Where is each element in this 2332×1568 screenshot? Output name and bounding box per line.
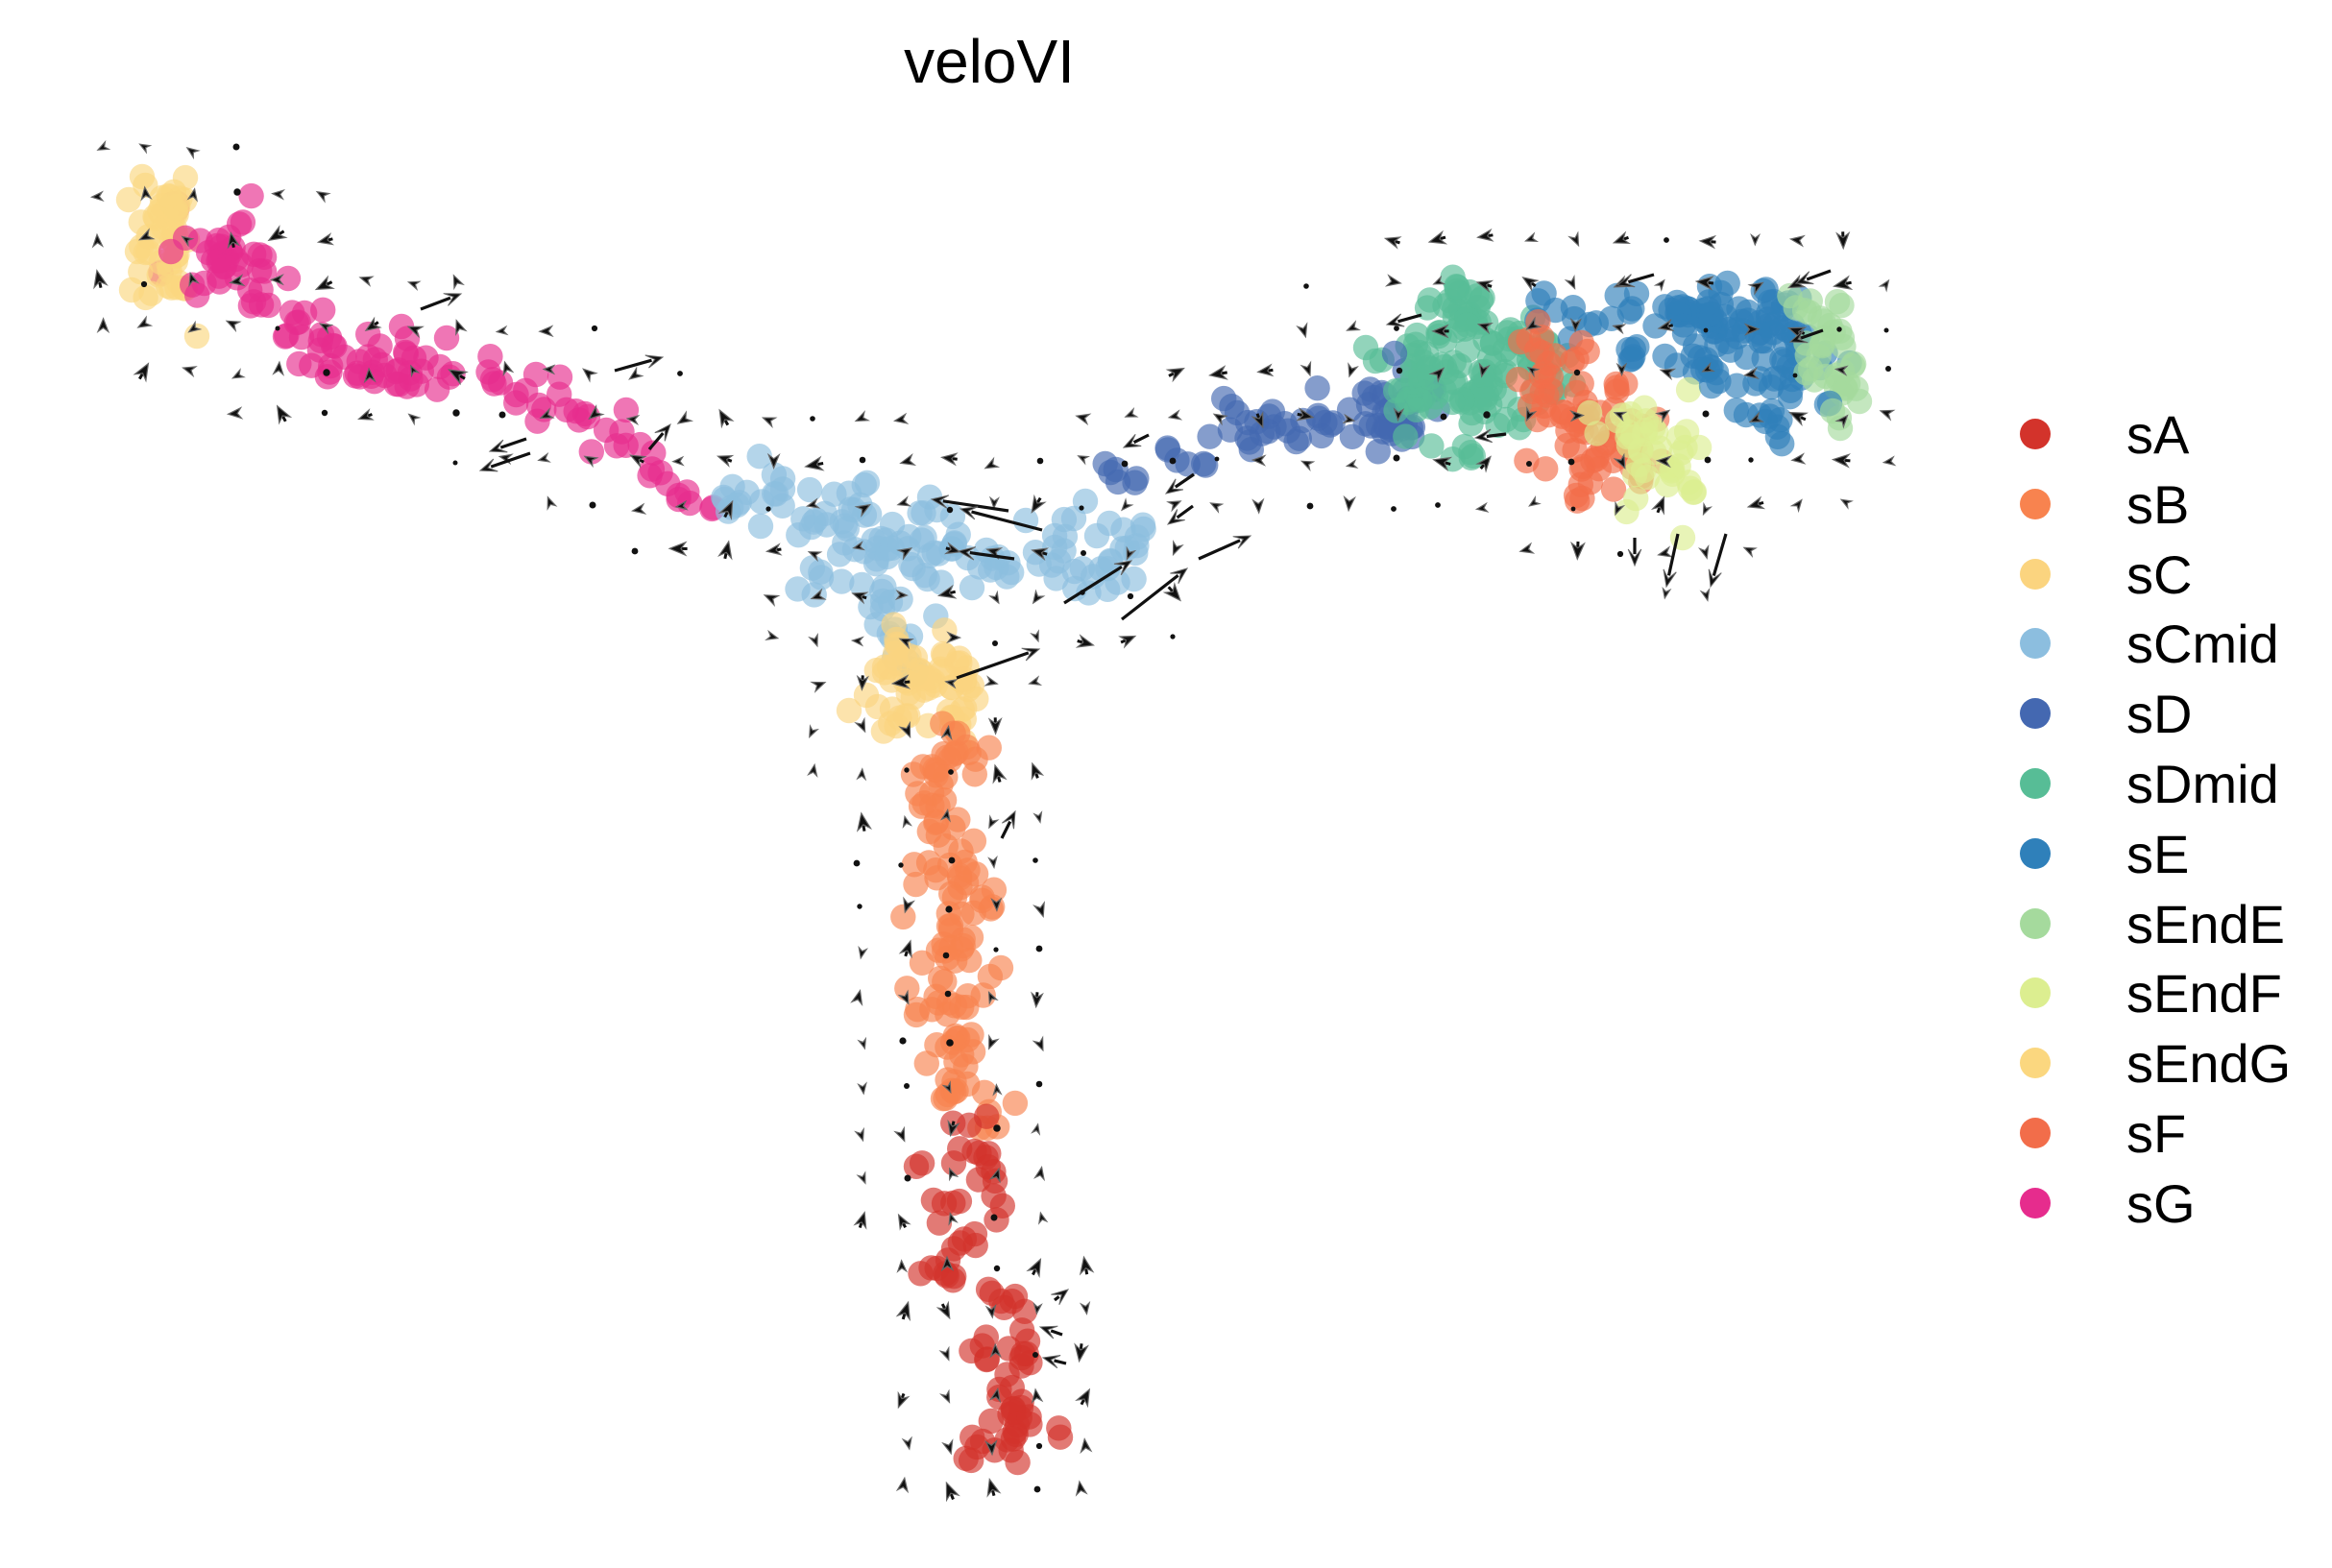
svg-text:sE: sE [2126, 824, 2189, 884]
svg-text:sA: sA [2126, 404, 2190, 465]
svg-text:sG: sG [2126, 1173, 2196, 1234]
svg-text:sEndG: sEndG [2126, 1033, 2291, 1094]
svg-text:sB: sB [2126, 474, 2189, 535]
svg-text:sEndF: sEndF [2126, 963, 2282, 1024]
svg-text:sD: sD [2126, 684, 2192, 744]
svg-text:sF: sF [2126, 1103, 2186, 1164]
svg-text:sDmid: sDmid [2126, 754, 2279, 814]
svg-text:sC: sC [2126, 544, 2192, 605]
svg-text:veloVI: veloVI [904, 27, 1075, 96]
svg-text:sCmid: sCmid [2126, 614, 2279, 674]
svg-text:sEndE: sEndE [2126, 894, 2285, 954]
